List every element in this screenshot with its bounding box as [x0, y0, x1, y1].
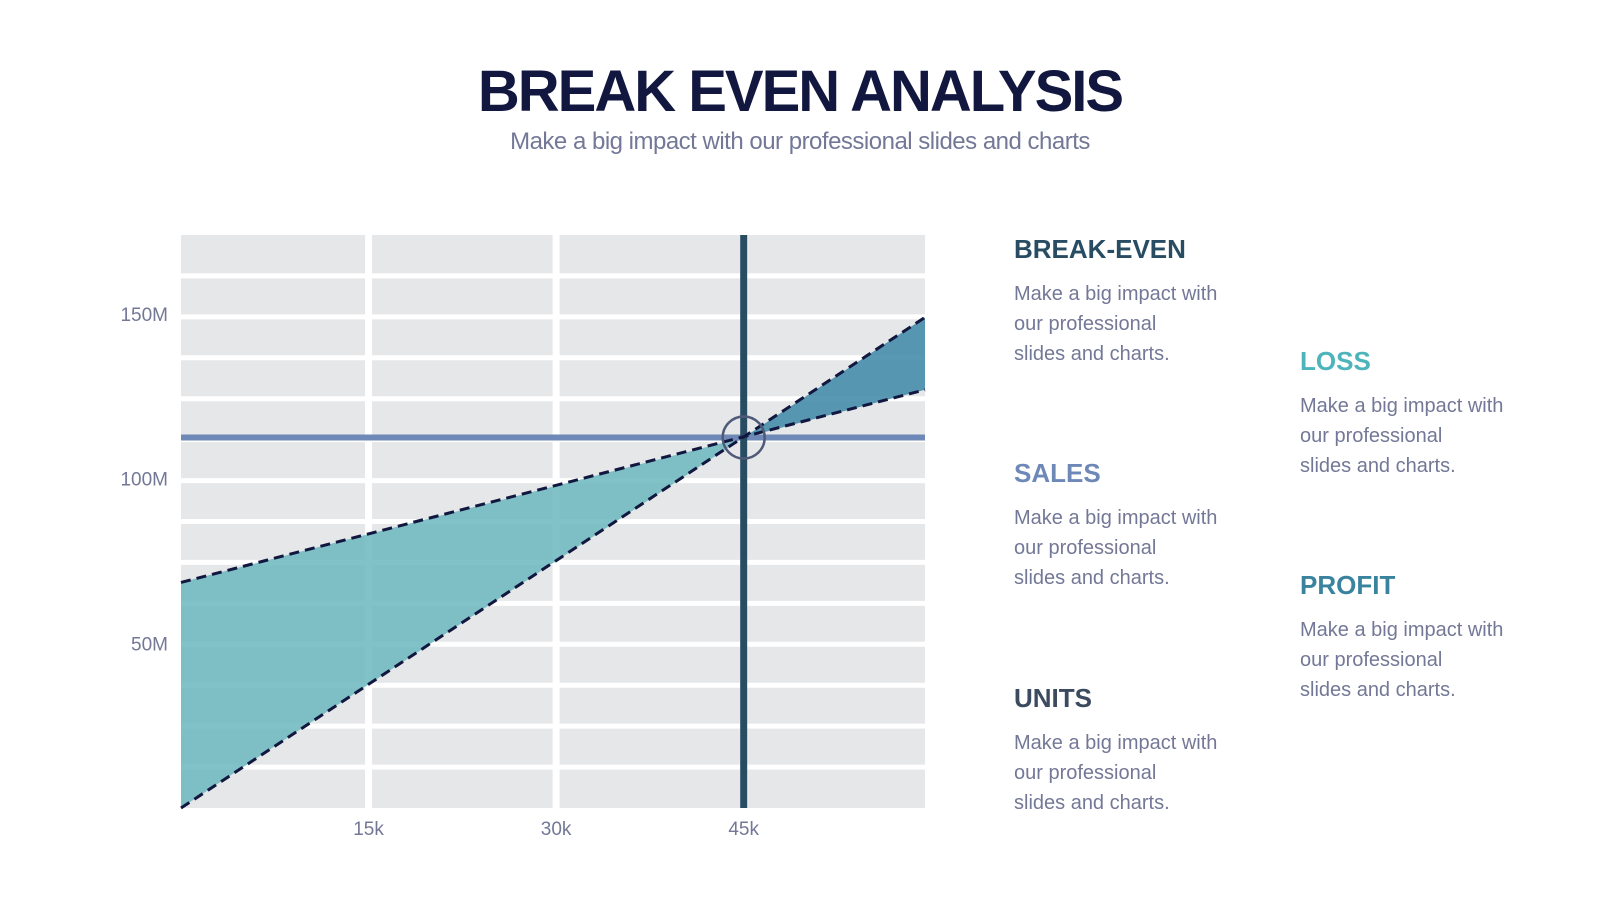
x-tick-label: 30k [541, 819, 572, 840]
legend-break-even: BREAK-EVEN Make a big impact with our pro… [1014, 234, 1244, 369]
legend-break-even-desc: Make a big impact with our professional sl… [1014, 283, 1218, 365]
legend-loss-desc: Make a big impact with our professional sl… [1300, 395, 1504, 477]
legend-sales: SALES Make a big impact with our professi… [1014, 458, 1244, 593]
legend-loss-title: LOSS [1300, 346, 1371, 376]
page-subtitle: Make a big impact with our professional … [510, 128, 1090, 155]
x-tick-label: 45k [728, 819, 759, 840]
y-tick-label: 50M [131, 634, 168, 655]
legend-units-desc: Make a big impact with our professional sl… [1014, 732, 1218, 814]
costs-line [180, 388, 926, 584]
break-even-marker [721, 415, 766, 460]
legend-profit-title: PROFIT [1300, 570, 1396, 600]
y-tick-label: 150M [120, 305, 168, 326]
legend-units: UNITS Make a big impact with our professi… [1014, 683, 1244, 818]
legend-sales-desc: Make a big impact with our professional sl… [1014, 507, 1218, 589]
legend-break-even-title: BREAK-EVEN [1014, 234, 1186, 264]
legend-profit-desc: Make a big impact with our professional sl… [1300, 619, 1504, 701]
legend-sales-title: SALES [1014, 458, 1101, 488]
legend-profit: PROFIT Make a big impact with our profess… [1300, 570, 1530, 705]
sales-line [180, 316, 926, 810]
legend-units-title: UNITS [1014, 683, 1092, 713]
y-tick-label: 100M [120, 470, 168, 491]
x-tick-label: 15k [353, 819, 384, 840]
legend-loss: LOSS Make a big impact with our professio… [1300, 346, 1530, 481]
page-title: BREAK EVEN ANALYSIS [477, 59, 1124, 124]
